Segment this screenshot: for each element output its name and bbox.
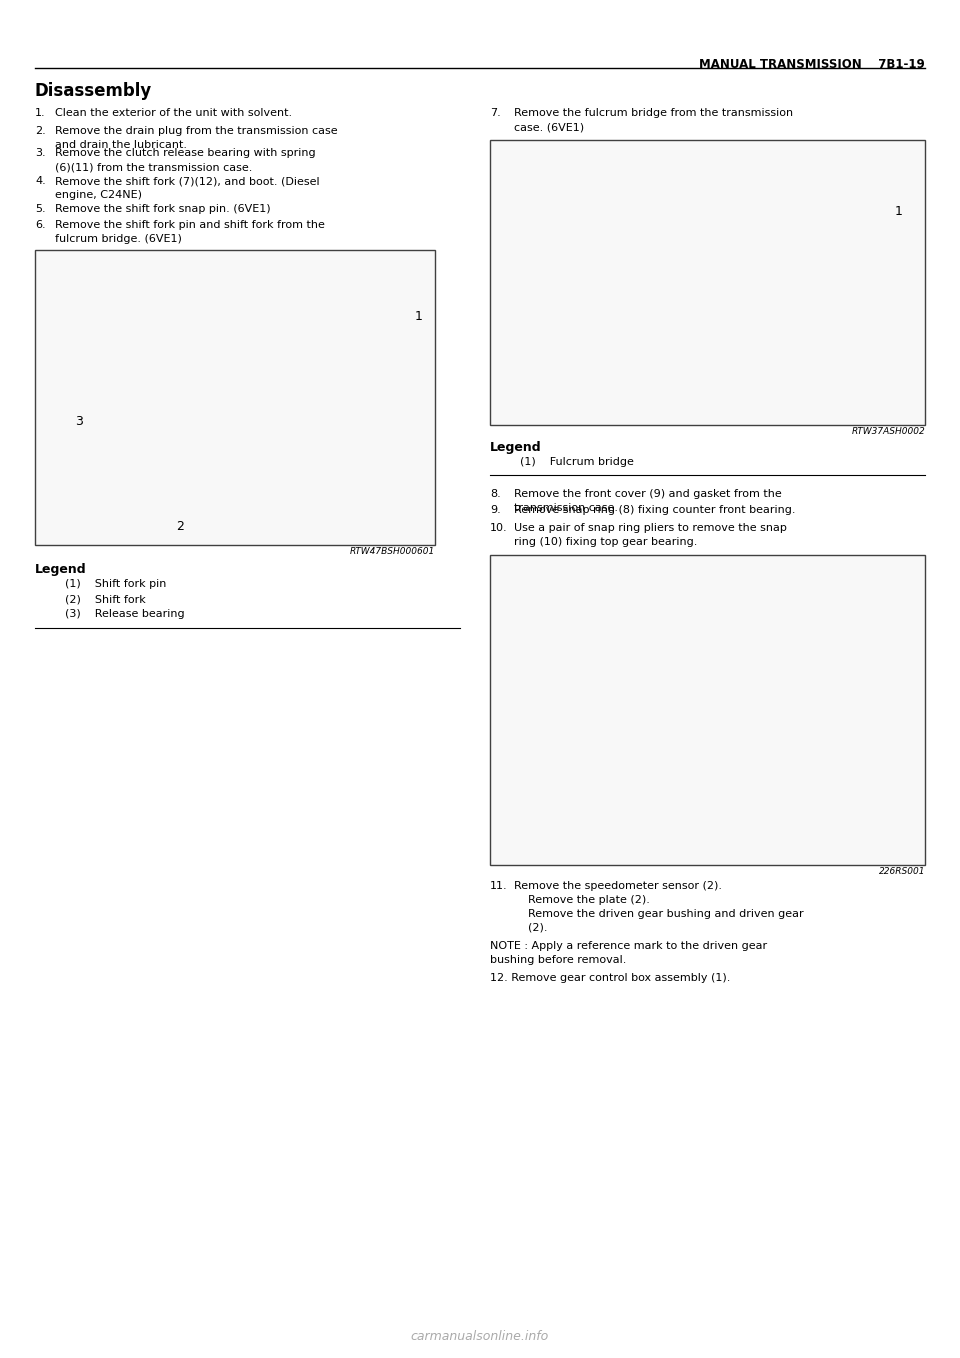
Text: Remove the fulcrum bridge from the transmission: Remove the fulcrum bridge from the trans…	[514, 109, 793, 118]
Text: 3: 3	[75, 416, 83, 428]
Text: 1: 1	[415, 310, 422, 323]
Text: 10.: 10.	[490, 523, 508, 532]
Text: case. (6VE1): case. (6VE1)	[514, 122, 584, 132]
Text: (2)    Shift fork: (2) Shift fork	[65, 593, 146, 604]
Text: fulcrum bridge. (6VE1): fulcrum bridge. (6VE1)	[55, 234, 181, 244]
Text: Remove the shift fork snap pin. (6VE1): Remove the shift fork snap pin. (6VE1)	[55, 204, 271, 215]
Text: MANUAL TRANSMISSION    7B1-19: MANUAL TRANSMISSION 7B1-19	[699, 58, 925, 71]
Text: Legend: Legend	[490, 441, 541, 454]
Text: Disassembly: Disassembly	[35, 81, 153, 100]
Text: 5.: 5.	[35, 204, 46, 215]
Text: Use a pair of snap ring pliers to remove the snap: Use a pair of snap ring pliers to remove…	[514, 523, 787, 532]
Text: NOTE : Apply a reference mark to the driven gear: NOTE : Apply a reference mark to the dri…	[490, 941, 767, 951]
Text: 11.: 11.	[490, 881, 508, 891]
Text: Remove the drain plug from the transmission case: Remove the drain plug from the transmiss…	[55, 126, 338, 136]
Text: (1)    Shift fork pin: (1) Shift fork pin	[65, 579, 166, 589]
Text: Legend: Legend	[35, 564, 86, 576]
Text: and drain the lubricant.: and drain the lubricant.	[55, 140, 187, 149]
Text: 8.: 8.	[490, 489, 501, 498]
Text: Remove the front cover (9) and gasket from the: Remove the front cover (9) and gasket fr…	[514, 489, 781, 498]
Text: 6.: 6.	[35, 220, 46, 230]
Text: 2.: 2.	[35, 126, 46, 136]
Text: 4.: 4.	[35, 177, 46, 186]
Text: (6)(11) from the transmission case.: (6)(11) from the transmission case.	[55, 162, 252, 172]
Text: RTW47BSH000601: RTW47BSH000601	[349, 547, 435, 555]
Text: Clean the exterior of the unit with solvent.: Clean the exterior of the unit with solv…	[55, 109, 292, 118]
Text: 9.: 9.	[490, 505, 501, 515]
Text: RTW37ASH0002: RTW37ASH0002	[852, 426, 925, 436]
Text: Remove the plate (2).: Remove the plate (2).	[528, 895, 650, 904]
Text: (2).: (2).	[528, 923, 547, 933]
Text: carmanualsonline.info: carmanualsonline.info	[411, 1329, 549, 1343]
Text: transmission case.: transmission case.	[514, 502, 618, 513]
Text: (1)    Fulcrum bridge: (1) Fulcrum bridge	[520, 458, 634, 467]
Text: ring (10) fixing top gear bearing.: ring (10) fixing top gear bearing.	[514, 536, 697, 547]
Text: 12. Remove gear control box assembly (1).: 12. Remove gear control box assembly (1)…	[490, 972, 731, 983]
Text: Remove the driven gear bushing and driven gear: Remove the driven gear bushing and drive…	[528, 909, 804, 919]
Text: 3.: 3.	[35, 148, 46, 158]
Text: Remove the speedometer sensor (2).: Remove the speedometer sensor (2).	[514, 881, 722, 891]
Bar	[35, 250, 435, 545]
Text: (3)    Release bearing: (3) Release bearing	[65, 608, 184, 619]
Text: 1: 1	[895, 205, 902, 219]
Bar	[490, 140, 925, 425]
Text: 2: 2	[176, 520, 184, 532]
Text: engine, C24NE): engine, C24NE)	[55, 190, 142, 200]
Text: Remove the clutch release bearing with spring: Remove the clutch release bearing with s…	[55, 148, 316, 158]
Text: Remove the shift fork (7)(12), and boot. (Diesel: Remove the shift fork (7)(12), and boot.…	[55, 177, 320, 186]
Text: 226RS001: 226RS001	[878, 866, 925, 876]
Bar	[490, 555, 925, 865]
Text: Remove the shift fork pin and shift fork from the: Remove the shift fork pin and shift fork…	[55, 220, 324, 230]
Text: bushing before removal.: bushing before removal.	[490, 955, 626, 966]
Text: 1.: 1.	[35, 109, 46, 118]
Text: Remove snap ring (8) fixing counter front bearing.: Remove snap ring (8) fixing counter fron…	[514, 505, 796, 515]
Text: 7.: 7.	[490, 109, 501, 118]
